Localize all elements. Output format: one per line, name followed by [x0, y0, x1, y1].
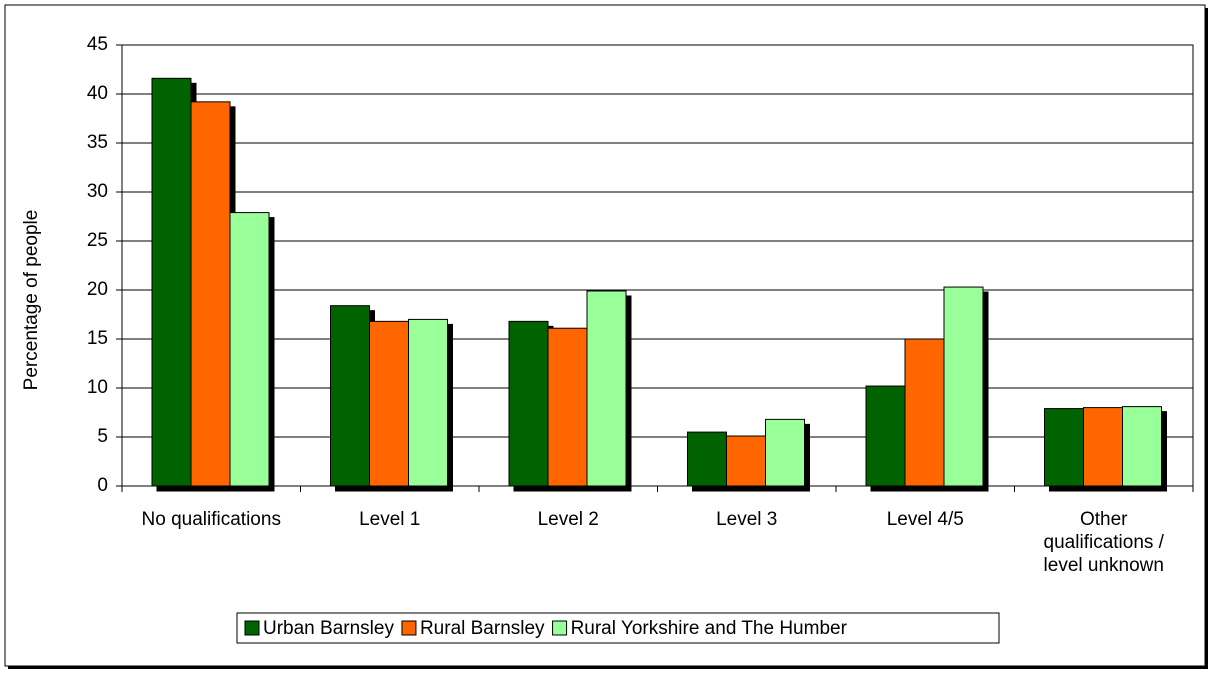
bar — [1083, 407, 1123, 487]
bar — [151, 77, 192, 487]
bar — [865, 385, 906, 487]
bar — [687, 431, 727, 487]
y-tick-label: 40 — [87, 83, 108, 104]
bar — [1122, 406, 1162, 487]
legend-swatch — [244, 620, 260, 636]
bar — [765, 418, 805, 487]
bar — [229, 212, 270, 487]
legend-label: Rural Yorkshire and The Humber — [571, 618, 848, 639]
bar — [1044, 408, 1084, 487]
x-tick-label: Level 1 — [359, 509, 421, 530]
y-axis-label: Percentage of people — [21, 210, 42, 391]
x-tick-label: Level 3 — [716, 509, 778, 530]
y-tick-label: 10 — [87, 377, 108, 398]
bar — [547, 327, 588, 487]
x-tick-label: Other qualifications / level unknown — [1043, 509, 1164, 576]
bar — [508, 320, 549, 487]
y-tick-label: 30 — [87, 181, 108, 202]
bar — [943, 286, 984, 487]
bar — [904, 338, 945, 487]
x-tick-label: No qualifications — [141, 509, 281, 530]
bar — [190, 101, 231, 487]
bar — [330, 305, 370, 487]
bar — [408, 318, 448, 487]
legend-box — [236, 612, 1000, 644]
legend-swatch — [552, 620, 568, 636]
y-tick-label: 5 — [97, 426, 108, 447]
legend-swatch — [401, 620, 417, 636]
x-tick-label: Level 4/5 — [886, 509, 964, 530]
y-tick-label: 45 — [87, 34, 108, 55]
bar — [586, 290, 627, 487]
y-tick-label: 0 — [97, 475, 108, 496]
bar — [726, 435, 766, 487]
x-tick-label: Level 2 — [537, 509, 599, 530]
y-tick-label: 15 — [87, 328, 108, 349]
plot-area — [121, 44, 1194, 487]
legend-label: Rural Barnsley — [420, 618, 545, 639]
y-tick-label: 35 — [87, 132, 108, 153]
y-tick-label: 25 — [87, 230, 108, 251]
bar — [369, 320, 409, 487]
legend-label: Urban Barnsley — [263, 618, 394, 639]
y-tick-label: 20 — [87, 279, 108, 300]
